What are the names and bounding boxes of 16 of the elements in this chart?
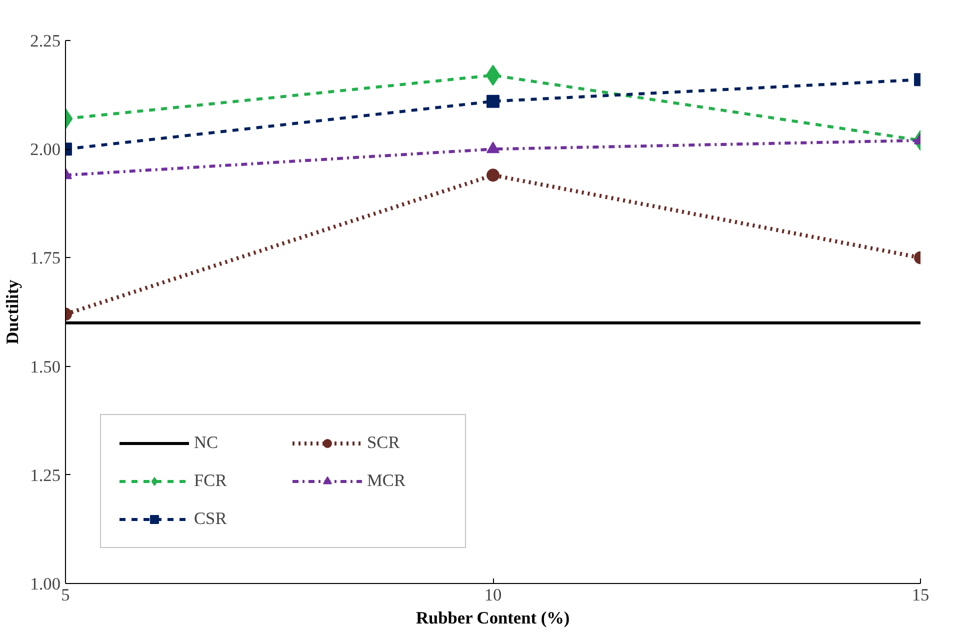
legend-label: FCR <box>194 471 228 491</box>
x-tick-label: 5 <box>61 586 70 604</box>
y-tick-label: 2.25 <box>30 32 61 50</box>
x-axis-title: Rubber Content (%) <box>416 608 570 628</box>
legend-label: MCR <box>367 471 407 491</box>
x-tick-label: 10 <box>484 586 502 604</box>
y-tick-label: 1.00 <box>30 574 61 594</box>
x-tick-label: 15 <box>912 586 930 604</box>
y-tick-label: 2.00 <box>30 140 61 160</box>
legend-label: SCR <box>367 433 401 453</box>
y-tick-label: 1.25 <box>30 466 61 485</box>
legend-label: CSR <box>194 509 228 529</box>
y-tick-label: 1.75 <box>30 248 61 268</box>
y-axis-title: Ductility <box>3 279 22 344</box>
y-tick-label: 1.50 <box>30 357 61 376</box>
legend-label: NC <box>194 433 220 453</box>
